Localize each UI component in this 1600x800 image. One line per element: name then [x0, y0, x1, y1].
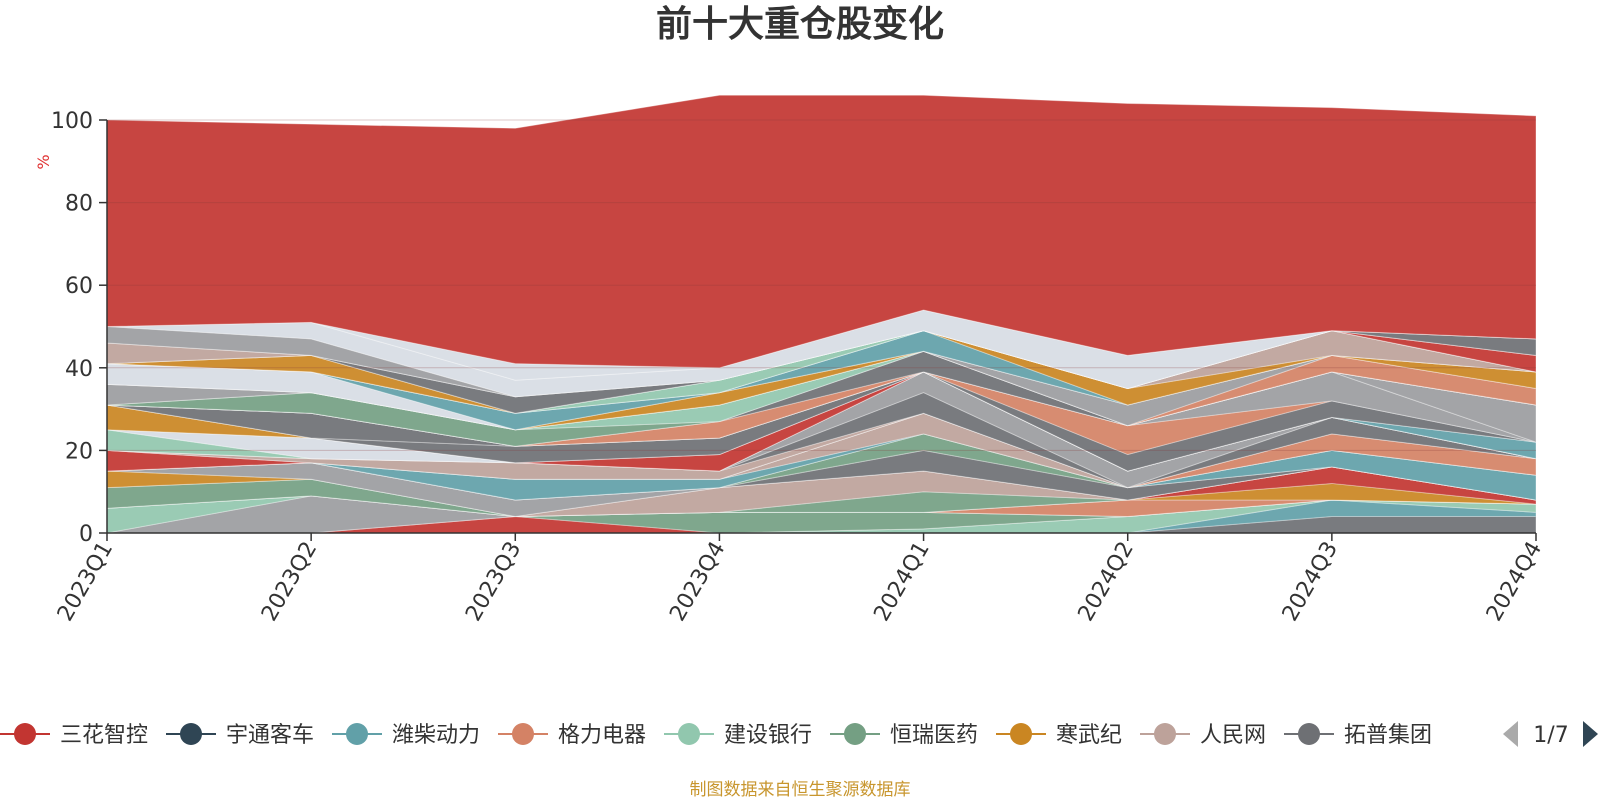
legend-label: 三花智控: [60, 723, 148, 748]
legend: 三花智控 宇通客车 潍柴动力 格力电器 建设银行 恒瑞医药 寒武纪 人民网 拓普集团 1/7: [0, 721, 1598, 748]
area-series-9: [106, 466, 1537, 517]
legend-item[interactable]: 建设银行: [664, 723, 812, 748]
legend-item[interactable]: 人民网: [1140, 723, 1266, 748]
legend-marker: [844, 723, 866, 745]
area-series-49: [106, 330, 1537, 414]
y-tick-label: 80: [65, 192, 93, 217]
legend-label: 建设银行: [724, 723, 812, 748]
legend-item[interactable]: 恒瑞医药: [830, 723, 978, 748]
legend-item[interactable]: 潍柴动力: [332, 723, 480, 748]
legend-marker: [1154, 723, 1176, 745]
x-tick-label: 2024Q2: [1074, 538, 1139, 626]
y-tick-label: 0: [79, 522, 93, 547]
legend-label: 寒武纪: [1056, 723, 1122, 748]
legend-marker: [512, 723, 534, 745]
area-series-34: [106, 371, 1537, 447]
legend-label: 人民网: [1200, 723, 1266, 748]
y-tick-label: 20: [65, 439, 93, 464]
y-tick-label: 60: [65, 274, 93, 299]
legend-label: 宇通客车: [226, 723, 314, 748]
x-tick-label: 2023Q2: [257, 538, 322, 626]
source-note: 制图数据来自恒生聚源数据库: [690, 780, 911, 800]
y-tick-label: 40: [65, 357, 93, 382]
grid-lines: [107, 119, 1536, 451]
legend-marker: [346, 723, 368, 745]
stacked-areas: [106, 94, 1537, 534]
legend-pager: 1/7: [1503, 721, 1598, 748]
chart-title: 前十大重仓股变化: [656, 3, 944, 45]
legend-item[interactable]: 格力电器: [498, 723, 646, 748]
legend-label: 潍柴动力: [392, 723, 480, 748]
legend-items: 三花智控 宇通客车 潍柴动力 格力电器 建设银行 恒瑞医药 寒武纪 人民网 拓普集团: [0, 723, 1432, 748]
legend-item[interactable]: 寒武纪: [996, 723, 1122, 748]
legend-marker: [1298, 723, 1320, 745]
x-tick-label: 2023Q1: [53, 538, 118, 626]
x-tick-label: 2024Q3: [1278, 538, 1343, 626]
legend-item[interactable]: 宇通客车: [166, 723, 314, 748]
legend-marker: [678, 723, 700, 745]
legend-marker: [1010, 723, 1032, 745]
x-tick-label: 2023Q3: [461, 538, 526, 626]
area-series-40: [106, 350, 1537, 431]
y-tick-label: 100: [51, 109, 93, 134]
legend-prev-icon[interactable]: [1503, 721, 1518, 747]
x-tick-label: 2024Q1: [869, 538, 934, 626]
area-series-16: [106, 433, 1537, 501]
legend-label: 恒瑞医药: [890, 723, 978, 748]
legend-label: 拓普集团: [1344, 723, 1432, 748]
area-series-59: [106, 94, 1537, 369]
area-series-42: [106, 350, 1537, 431]
legend-label: 格力电器: [558, 723, 646, 748]
legend-item[interactable]: 拓普集团: [1284, 723, 1432, 748]
area-series-28: [106, 371, 1537, 472]
x-tick-label: 2024Q4: [1482, 538, 1547, 626]
legend-page-indicator: 1/7: [1533, 723, 1568, 748]
legend-item[interactable]: 三花智控: [0, 723, 148, 748]
legend-marker: [180, 723, 202, 745]
legend-marker: [14, 723, 36, 745]
y-axis-unit: %: [34, 154, 53, 169]
legend-next-icon[interactable]: [1583, 721, 1598, 747]
area-series-52: [106, 330, 1537, 398]
x-tick-label: 2023Q4: [665, 538, 730, 626]
